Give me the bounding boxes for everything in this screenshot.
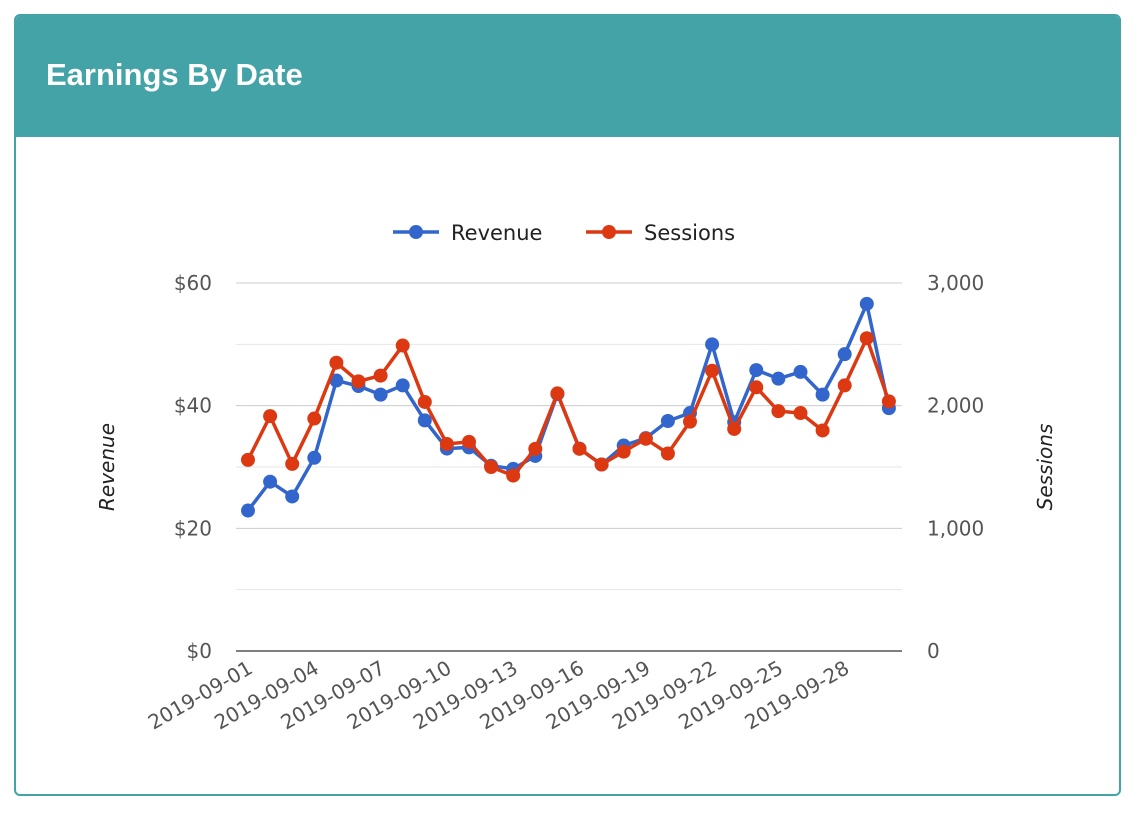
series-line-revenue xyxy=(246,302,891,512)
y-left-tick-label: $60 xyxy=(174,271,212,295)
data-point-sessions[interactable] xyxy=(837,378,852,393)
data-point-sessions[interactable] xyxy=(660,446,675,461)
data-point-revenue[interactable] xyxy=(263,474,278,489)
legend-label: Revenue xyxy=(451,221,542,245)
y-right-tick-label: 2,000 xyxy=(927,394,984,418)
series-line-sessions xyxy=(246,336,891,478)
data-point-sessions[interactable] xyxy=(439,436,454,451)
data-point-revenue[interactable] xyxy=(329,373,344,388)
data-point-sessions[interactable] xyxy=(550,386,565,401)
data-point-revenue[interactable] xyxy=(859,296,874,311)
data-point-sessions[interactable] xyxy=(771,404,786,419)
card-title: Earnings By Date xyxy=(46,57,303,92)
data-point-sessions[interactable] xyxy=(616,444,631,459)
data-point-revenue[interactable] xyxy=(373,387,388,402)
data-point-sessions[interactable] xyxy=(793,406,808,421)
y-right-tick-label: 0 xyxy=(927,639,940,663)
legend-label: Sessions xyxy=(644,221,735,245)
legend-marker xyxy=(409,225,423,239)
data-point-sessions[interactable] xyxy=(815,423,830,438)
data-point-sessions[interactable] xyxy=(683,414,697,429)
axis-layer: $0 $20 $40 $60 0 1,000 2,000 3,000 Revenue Sessio… xyxy=(95,271,1057,734)
data-point-sessions[interactable] xyxy=(417,394,432,409)
data-point-sessions[interactable] xyxy=(572,441,587,456)
data-point-revenue[interactable] xyxy=(793,364,808,379)
data-point-sessions[interactable] xyxy=(307,411,322,426)
data-point-sessions[interactable] xyxy=(859,331,874,346)
data-point-revenue[interactable] xyxy=(815,387,830,402)
data-point-sessions[interactable] xyxy=(506,468,521,483)
data-point-sessions[interactable] xyxy=(329,355,344,370)
data-point-sessions[interactable] xyxy=(263,409,278,424)
data-point-sessions[interactable] xyxy=(462,434,476,449)
y-left-axis-title: Revenue xyxy=(95,423,119,511)
data-point-sessions[interactable] xyxy=(594,457,609,472)
data-point-sessions[interactable] xyxy=(484,460,499,474)
card-header: Earnings By Date xyxy=(16,16,1119,137)
y-left-tick-label: $20 xyxy=(174,516,212,540)
data-point-revenue[interactable] xyxy=(285,489,300,504)
data-point-sessions[interactable] xyxy=(395,338,410,353)
data-point-sessions[interactable] xyxy=(285,456,300,471)
y-left-tick-label: $40 xyxy=(174,394,212,418)
y-right-tick-label: 3,000 xyxy=(927,271,984,295)
legend-item-revenue[interactable]: Revenue xyxy=(393,221,542,245)
data-point-sessions[interactable] xyxy=(749,380,764,395)
earnings-card: Earnings By Date xyxy=(14,14,1121,796)
y-right-tick-label: 1,000 xyxy=(927,516,984,540)
grid-layer xyxy=(236,282,902,652)
data-point-sessions[interactable] xyxy=(351,374,366,389)
data-point-sessions[interactable] xyxy=(638,431,653,446)
data-point-revenue[interactable] xyxy=(837,347,852,362)
data-point-sessions[interactable] xyxy=(881,394,896,409)
data-point-revenue[interactable] xyxy=(395,378,410,393)
data-point-revenue[interactable] xyxy=(771,371,786,386)
series-layer xyxy=(241,296,896,518)
data-point-revenue[interactable] xyxy=(307,450,322,465)
data-point-revenue[interactable] xyxy=(705,337,720,352)
data-point-revenue[interactable] xyxy=(417,413,432,428)
data-point-sessions[interactable] xyxy=(528,441,543,456)
data-point-sessions[interactable] xyxy=(705,363,720,378)
data-point-sessions[interactable] xyxy=(727,421,742,436)
data-point-sessions[interactable] xyxy=(373,368,388,383)
data-point-revenue[interactable] xyxy=(749,363,764,378)
y-right-axis-title: Sessions xyxy=(1033,424,1057,511)
legend-marker xyxy=(602,225,616,239)
data-point-revenue[interactable] xyxy=(241,503,255,518)
chart-legend[interactable]: Revenue Sessions xyxy=(393,221,735,245)
data-point-revenue[interactable] xyxy=(660,414,675,428)
data-point-sessions[interactable] xyxy=(241,452,255,467)
legend-item-sessions[interactable]: Sessions xyxy=(586,221,735,245)
y-left-tick-label: $0 xyxy=(187,639,212,663)
